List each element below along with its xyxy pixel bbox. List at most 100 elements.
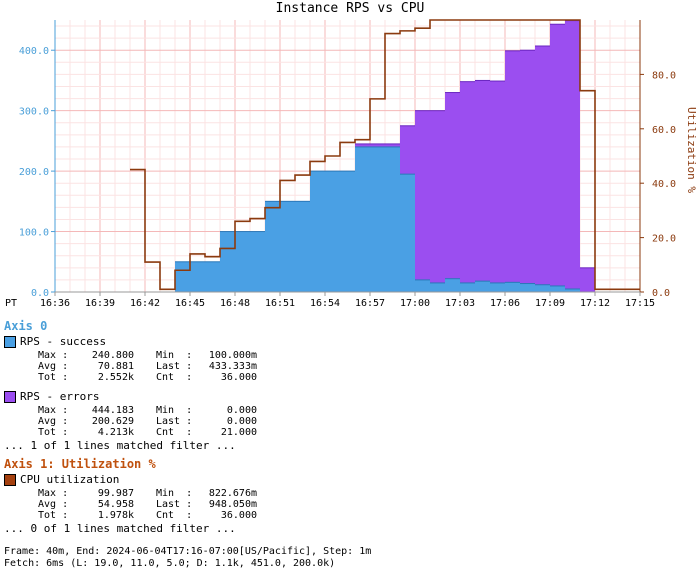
frame-info: Frame: 40m, End: 2024-06-04T17:16-07:00[… xyxy=(4,546,372,557)
x-tick-label: 17:03 xyxy=(445,298,475,309)
rps-success-bar xyxy=(175,261,190,292)
rps-success-bar xyxy=(565,288,580,292)
left-tick-label: 200.0 xyxy=(19,167,49,178)
x-tick-label: 17:09 xyxy=(535,298,565,309)
x-tick-label: 17:00 xyxy=(400,298,430,309)
stat-label: Tot : xyxy=(38,427,69,438)
stat-value: 240.800 xyxy=(91,350,134,361)
stat-value: 433.333m xyxy=(208,361,257,372)
rps-errors-bar xyxy=(430,110,445,283)
stat-label: Min : xyxy=(156,405,193,416)
rps-success-bar xyxy=(190,261,205,292)
rps-errors-name: RPS - errors xyxy=(20,390,100,403)
rps-success-bar xyxy=(475,281,490,292)
rps-success-bar xyxy=(550,285,565,292)
stat-value: 36.000 xyxy=(220,510,257,521)
x-axis-label: PT xyxy=(5,298,17,309)
x-tick-label: 16:42 xyxy=(130,298,160,309)
rps-errors-bar xyxy=(355,143,370,147)
rps-success-swatch xyxy=(4,336,16,348)
stat-value: 4.213k xyxy=(97,427,134,438)
stat-value: 948.050m xyxy=(208,499,257,510)
axis1-title: Axis 1: Utilization % xyxy=(4,457,156,471)
stat-label: Max : xyxy=(38,405,69,416)
x-tick-label: 16:54 xyxy=(310,298,340,309)
stat-label: Cnt : xyxy=(156,427,193,438)
stat-label: Last : xyxy=(156,416,193,427)
fetch-info: Fetch: 6ms (L: 19.0, 11.0, 5.0; D: 1.1k,… xyxy=(4,558,336,569)
stat-label: Max : xyxy=(38,488,69,499)
left-tick-label: 300.0 xyxy=(19,107,49,118)
legend-entry-cpu-utilization: CPU utilization Max : 99.987 Min : 822.676m… xyxy=(0,472,700,521)
x-tick-label: 17:15 xyxy=(625,298,655,309)
x-tick-label: 17:12 xyxy=(580,298,610,309)
stat-value: 70.881 xyxy=(97,361,134,372)
cpu-line-layer xyxy=(130,19,640,291)
stat-value: 100.000m xyxy=(208,350,257,361)
stat-label: Cnt : xyxy=(156,372,193,383)
rps-success-bar xyxy=(295,201,310,292)
rps-errors-bar xyxy=(385,143,400,147)
stacked-areas xyxy=(175,20,595,292)
rps-success-bar xyxy=(385,146,400,292)
x-tick-label: 16:48 xyxy=(220,298,250,309)
x-tick-label: 16:57 xyxy=(355,298,385,309)
rps-success-bar xyxy=(505,282,520,292)
right-tick-label: 40.0 xyxy=(652,179,676,190)
rps-success-bar xyxy=(340,171,355,292)
rps-success-bar xyxy=(265,201,280,292)
stat-value: 99.987 xyxy=(97,488,134,499)
stat-label: Avg : xyxy=(38,499,69,510)
x-tick-label: 16:51 xyxy=(265,298,295,309)
rps-errors-bar xyxy=(445,92,460,279)
rps-errors-swatch xyxy=(4,391,16,403)
rps-errors-bar xyxy=(580,267,595,292)
cpu-utilization-swatch xyxy=(4,474,16,486)
axis1-filter-note: ... 0 of 1 lines matched filter ... xyxy=(4,522,236,535)
stat-value: 21.000 xyxy=(220,427,257,438)
rps-errors-bar xyxy=(535,45,550,285)
stat-value: 200.629 xyxy=(91,416,134,427)
rps-success-bar xyxy=(460,282,475,292)
cpu-utilization-line xyxy=(130,19,640,291)
rps-success-bar xyxy=(520,283,535,292)
rps-success-bar xyxy=(445,278,460,292)
stat-label: Min : xyxy=(156,350,193,361)
rps-success-bar xyxy=(220,231,235,292)
rps-errors-bar xyxy=(400,125,415,175)
rps-errors-bar xyxy=(475,80,490,282)
legend-entry-rps-success: RPS - success Max :240.800 Min :100.000m … xyxy=(0,334,700,383)
rps-errors-bar xyxy=(550,24,565,286)
stat-label: Tot : xyxy=(38,510,69,521)
rps-success-bar xyxy=(205,261,220,292)
rps-errors-bar xyxy=(490,81,505,283)
rps-success-bar xyxy=(535,284,550,292)
rps-errors-bar xyxy=(505,50,520,283)
rps-errors-bar xyxy=(415,110,430,280)
right-tick-label: 20.0 xyxy=(652,234,676,245)
x-tick-label: 16:36 xyxy=(40,298,70,309)
stat-value: 822.676m xyxy=(208,488,257,499)
stat-label: Last : xyxy=(156,499,193,510)
left-tick-label: 0.0 xyxy=(31,288,49,299)
rps-success-bar xyxy=(325,171,340,292)
stat-label: Tot : xyxy=(38,372,69,383)
right-tick-label: 80.0 xyxy=(652,70,676,81)
axis0-title: Axis 0 xyxy=(4,319,48,333)
right-tick-label: 60.0 xyxy=(652,125,676,136)
stat-value: 2.552k xyxy=(97,372,134,383)
stat-value: 36.000 xyxy=(220,372,257,383)
axes: 0.0 100.0 200.0 300.0 400.0 0.0 20.0 40.0 60.0 80… xyxy=(5,20,676,309)
stat-value: 1.978k xyxy=(97,510,134,521)
legend: Axis 0 RPS - success Max : 240.800 Min : 10… xyxy=(0,318,700,536)
rps-success-bar xyxy=(400,174,415,292)
stat-value: 0.000 xyxy=(226,405,257,416)
stat-value: 54.958 xyxy=(97,499,134,510)
rps-success-bar xyxy=(415,279,430,292)
x-tick-label: 16:39 xyxy=(85,298,115,309)
right-axis-label: Utilization % xyxy=(685,107,698,193)
rps-success-bar xyxy=(430,282,445,292)
rps-success-name: RPS - success xyxy=(20,335,107,348)
stat-label: Avg : xyxy=(38,361,69,372)
rps-success-bar xyxy=(310,171,325,292)
